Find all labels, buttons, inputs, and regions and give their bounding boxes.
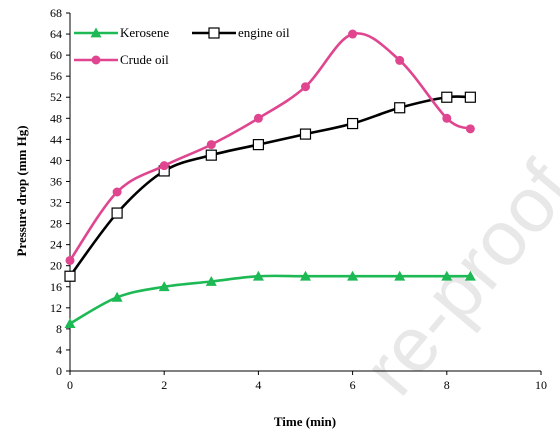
data-point [395, 55, 405, 65]
y-axis-title: Pressure drop (mm Hg) [14, 125, 29, 256]
data-point [159, 161, 169, 171]
data-point [253, 113, 263, 123]
data-point [65, 255, 75, 265]
data-point [64, 318, 76, 329]
y-tick-label: 56 [50, 69, 62, 83]
data-point [205, 276, 217, 286]
data-point [442, 113, 452, 123]
data-point [252, 270, 264, 281]
data-point [111, 291, 123, 302]
data-point [299, 128, 312, 140]
y-tick-label: 60 [50, 48, 62, 62]
y-tick-label: 68 [50, 6, 62, 20]
y-tick-label: 16 [50, 280, 62, 294]
data-point [394, 270, 406, 281]
y-tick-label: 44 [50, 132, 62, 146]
legend-marker [90, 27, 102, 38]
y-tick-label: 28 [50, 217, 62, 231]
y-tick-label: 24 [50, 238, 62, 252]
data-point [205, 149, 217, 161]
data-point [300, 270, 311, 281]
data-point [158, 281, 170, 292]
series-line [68, 95, 471, 278]
data-point [394, 102, 406, 114]
y-tick-label: 52 [50, 90, 62, 104]
x-tick-label: 2 [161, 378, 167, 392]
x-tick-label: 4 [255, 378, 261, 392]
y-tick-label: 40 [50, 153, 62, 167]
y-tick-label: 12 [50, 301, 62, 315]
data-point [301, 82, 310, 92]
series-line [69, 274, 471, 325]
series-layer [64, 29, 476, 329]
legend: Kerosene engine oil Crude oil [74, 25, 290, 67]
data-point [464, 270, 476, 281]
series-engine-oil [64, 91, 476, 282]
legend-item: Crude oil [74, 52, 169, 67]
data-point [464, 91, 476, 103]
y-tick-label: 32 [50, 196, 62, 210]
x-tick-label: 8 [444, 378, 450, 392]
y-tick-label: 36 [50, 174, 62, 188]
data-point [206, 140, 216, 150]
legend-marker [91, 55, 101, 65]
y-tick-label: 8 [56, 322, 62, 336]
series-kerosene [64, 270, 476, 329]
x-axis-title: Time (min) [274, 414, 336, 429]
data-point [347, 117, 359, 130]
data-point [441, 91, 453, 103]
data-point [348, 29, 358, 39]
y-tick-label: 20 [50, 259, 62, 273]
data-point [111, 207, 123, 219]
data-point [252, 139, 264, 151]
data-point [441, 270, 453, 281]
y-tick-label: 4 [56, 343, 62, 357]
legend-marker [208, 27, 220, 39]
legend-label: Kerosene [120, 25, 169, 40]
x-tick-label: 0 [67, 378, 73, 392]
legend-label: Crude oil [120, 52, 169, 67]
y-tick-label: 64 [50, 27, 62, 41]
x-tick-label: 10 [535, 378, 547, 392]
data-point [347, 270, 359, 281]
series-line [68, 32, 471, 262]
y-tick-label: 0 [56, 364, 62, 378]
legend-label: engine oil [238, 25, 290, 40]
legend-item: engine oil [192, 25, 290, 40]
data-point [64, 270, 76, 282]
x-tick-label: 6 [350, 378, 356, 392]
data-point [112, 187, 122, 197]
series-crude-oil [65, 29, 475, 265]
legend-item: Kerosene [74, 25, 169, 40]
y-tick-label: 48 [50, 111, 62, 125]
data-point [465, 124, 475, 134]
